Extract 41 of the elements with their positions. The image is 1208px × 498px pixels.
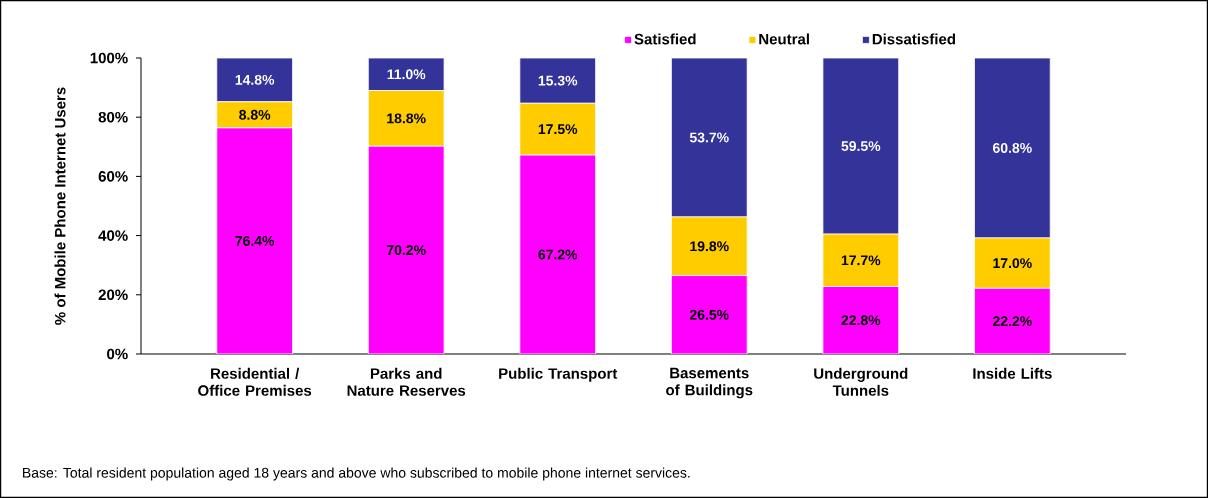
y-tick-label: 20% (98, 289, 128, 301)
data-label: 14.8% (235, 74, 275, 85)
data-label: 22.8% (841, 315, 881, 326)
data-label: 22.2% (992, 316, 1032, 327)
x-tick-label: Public Transport (499, 367, 618, 382)
data-label: 59.5% (841, 141, 881, 152)
text: Base: Total resident population aged 18 years and above who subscribed to mobile phone internet services. (23, 467, 690, 481)
y-tick-label: 0% (107, 348, 128, 360)
data-label: 8.8% (239, 109, 271, 120)
data-label: 17.7% (841, 255, 881, 266)
data-label: 67.2% (538, 249, 578, 260)
y-tick-label: 40% (98, 230, 128, 241)
data-label: 17.0% (993, 258, 1032, 269)
data-label: 76.4% (235, 235, 275, 246)
y-tick-label: 80% (98, 111, 128, 123)
y-tick-label: 100% (90, 52, 128, 64)
data-label: 26.5% (689, 309, 729, 320)
data-label: 11.0% (387, 69, 426, 80)
x-tick-label: Inside Lifts (973, 367, 1052, 379)
bar (519, 154, 597, 354)
legend-label: Dissatisfied (872, 33, 955, 45)
data-label: 15.3% (538, 75, 578, 86)
x-tick-label: Residential / Office Premises (198, 367, 312, 396)
bar (367, 145, 445, 354)
data-label: 53.7% (689, 132, 729, 143)
legend-label: Neutral (759, 33, 809, 45)
legend-label: Satisfied (634, 33, 696, 45)
bar (216, 127, 293, 354)
x-tick-label: Basements of Buildings (666, 367, 753, 399)
bar (822, 286, 900, 354)
data-label: 17.5% (538, 124, 578, 135)
x-tick-label: Underground Tunnels (814, 367, 908, 396)
data-label: 70.2% (386, 245, 426, 256)
y-axis-title: % of Mobile Phone Internet Users (54, 87, 66, 325)
bar (670, 275, 748, 354)
data-label: 18.8% (387, 113, 426, 124)
data-label: 19.8% (690, 241, 729, 252)
x-tick-label: Parks and Nature Reserves (347, 367, 466, 396)
bar (974, 287, 1051, 354)
y-tick-label: 60% (98, 171, 128, 182)
data-label: 60.8% (993, 143, 1032, 153)
